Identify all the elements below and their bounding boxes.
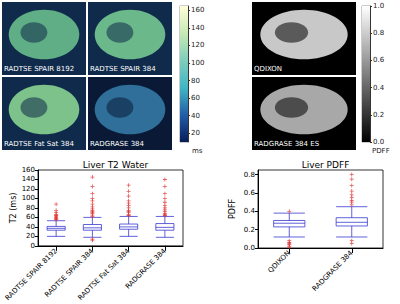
svg-text:QDIXON: QDIXON bbox=[254, 65, 282, 73]
svg-text:0.8: 0.8 bbox=[244, 171, 255, 179]
svg-text:ms: ms bbox=[192, 147, 203, 155]
svg-text:0.2: 0.2 bbox=[373, 111, 384, 119]
svg-text:0.4: 0.4 bbox=[244, 207, 256, 215]
svg-text:RADGRASE 384: RADGRASE 384 bbox=[90, 140, 145, 148]
svg-text:140: 140 bbox=[191, 24, 204, 32]
svg-text:0.6: 0.6 bbox=[373, 56, 385, 64]
svg-text:QDIXON: QDIXON bbox=[267, 249, 292, 274]
svg-text:0.2: 0.2 bbox=[244, 226, 255, 234]
svg-text:1.0: 1.0 bbox=[373, 2, 384, 10]
svg-text:160: 160 bbox=[22, 166, 35, 174]
svg-text:120: 120 bbox=[22, 185, 35, 193]
svg-text:T2 (ms): T2 (ms) bbox=[9, 193, 18, 225]
svg-text:RADGRASE 384: RADGRASE 384 bbox=[124, 247, 168, 291]
svg-text:60: 60 bbox=[26, 213, 35, 221]
svg-text:40: 40 bbox=[191, 112, 200, 120]
svg-text:40: 40 bbox=[26, 223, 35, 231]
svg-text:0.6: 0.6 bbox=[244, 189, 256, 197]
svg-text:80: 80 bbox=[191, 77, 200, 85]
svg-text:0.4: 0.4 bbox=[373, 84, 385, 92]
svg-text:20: 20 bbox=[26, 232, 35, 240]
svg-text:80: 80 bbox=[26, 204, 35, 212]
svg-text:RADGRASE 384 ES: RADGRASE 384 ES bbox=[254, 140, 320, 148]
svg-text:RADTSE SPAIR 8192: RADTSE SPAIR 8192 bbox=[3, 247, 59, 303]
svg-text:0.0: 0.0 bbox=[244, 244, 255, 252]
svg-text:RADGRASE 384: RADGRASE 384 bbox=[311, 249, 355, 293]
svg-text:160: 160 bbox=[191, 6, 204, 14]
svg-text:RADTSE SPAIR 8192: RADTSE SPAIR 8192 bbox=[4, 65, 74, 73]
svg-text:RADTSE Fat Sat 384: RADTSE Fat Sat 384 bbox=[77, 247, 132, 302]
svg-text:Liver PDFF: Liver PDFF bbox=[302, 160, 350, 170]
svg-text:120: 120 bbox=[191, 41, 204, 49]
svg-text:140: 140 bbox=[22, 175, 35, 183]
svg-text:60: 60 bbox=[191, 94, 200, 102]
svg-text:PDFF: PDFF bbox=[228, 199, 237, 220]
svg-text:RADTSE SPAIR 384: RADTSE SPAIR 384 bbox=[90, 65, 156, 73]
svg-text:100: 100 bbox=[22, 194, 35, 202]
svg-text:0: 0 bbox=[31, 242, 35, 250]
svg-text:20: 20 bbox=[191, 129, 200, 137]
svg-text:0.8: 0.8 bbox=[373, 29, 384, 37]
svg-text:0.0: 0.0 bbox=[373, 138, 384, 146]
svg-text:Liver T2 Water: Liver T2 Water bbox=[83, 160, 149, 170]
svg-text:100: 100 bbox=[191, 59, 204, 67]
svg-text:PDFF: PDFF bbox=[372, 147, 390, 155]
svg-text:RADTSE SPAIR 384: RADTSE SPAIR 384 bbox=[43, 247, 96, 299]
svg-text:RADTSE Fat Sat 384: RADTSE Fat Sat 384 bbox=[4, 140, 74, 148]
